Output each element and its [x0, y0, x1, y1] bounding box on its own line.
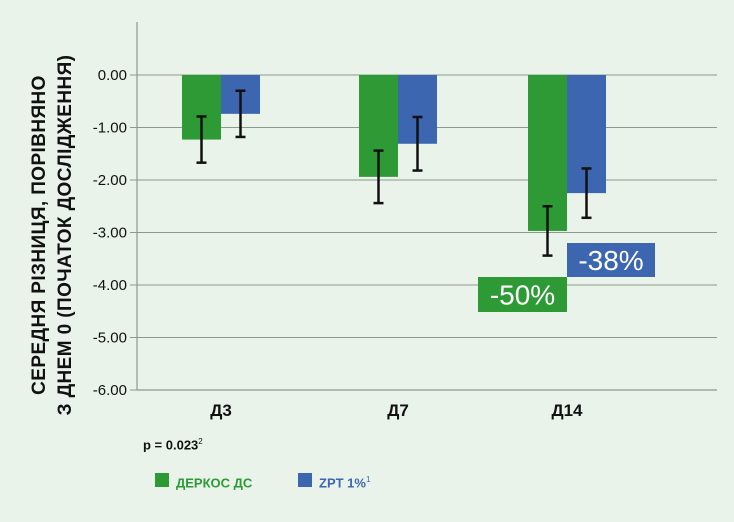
y-tick-label: -4.00 [93, 277, 127, 294]
bars [182, 75, 606, 257]
p-value-text: p = 0.023 [143, 437, 199, 453]
legend-sup-zpt: 1 [365, 475, 371, 484]
x-tick-label: Д14 [551, 401, 583, 420]
y-axis-label-line1: СЕРЕДНЯ РІЗНИЦЯ, ПОРІВНЯНО [29, 75, 50, 395]
y-axis-label-line2: З ДНЕМ 0 (ПОЧАТОК ДОСЛІДЖЕННЯ) [55, 55, 76, 416]
callouts: -50% -38% [478, 243, 655, 312]
legend-label-zpt: ZPT 1%1 [319, 472, 399, 491]
legend-swatch-derkos [155, 473, 169, 487]
legend-item-zpt: ZPT 1%1 [298, 472, 399, 491]
callout-box [567, 243, 655, 277]
legend-item-derkos: ДЕРКОС ДС [155, 472, 256, 491]
callout-box [478, 277, 567, 312]
y-tick-label: -1.00 [93, 120, 127, 137]
y-tick-label: -2.00 [93, 172, 127, 189]
p-value-footnote: 2 [198, 437, 203, 446]
x-tick-label: Д7 [387, 401, 409, 420]
y-tick-label: -5.00 [93, 330, 127, 347]
bar-derkos [528, 75, 567, 231]
bar-chart: 0.00-1.00-2.00-3.00-4.00-5.00-6.00 Д3 Д7 Д… [29, 22, 717, 420]
y-tick-label: -6.00 [93, 382, 127, 399]
x-tick-labels: Д3 Д7 Д14 [210, 401, 583, 420]
y-tick-label: 0.00 [98, 67, 127, 84]
p-value-note: p = 0.0232 [143, 437, 203, 452]
callout-label: -50% [490, 280, 555, 311]
legend-text-derkos: ДЕРКОС ДС [176, 475, 253, 491]
legend-label-derkos: ДЕРКОС ДС [176, 472, 256, 491]
x-tick-label: Д3 [210, 401, 232, 420]
legend-text-zpt: ZPT 1% [319, 475, 366, 491]
legend-swatch-zpt [298, 473, 312, 487]
callout-label: -38% [578, 245, 643, 276]
y-tick-label: -3.00 [93, 225, 127, 242]
axes [136, 22, 717, 391]
y-tick-labels: 0.00 -1.00 -2.00 -3.00 -4.00 -5.00 -6.00 [93, 67, 127, 399]
